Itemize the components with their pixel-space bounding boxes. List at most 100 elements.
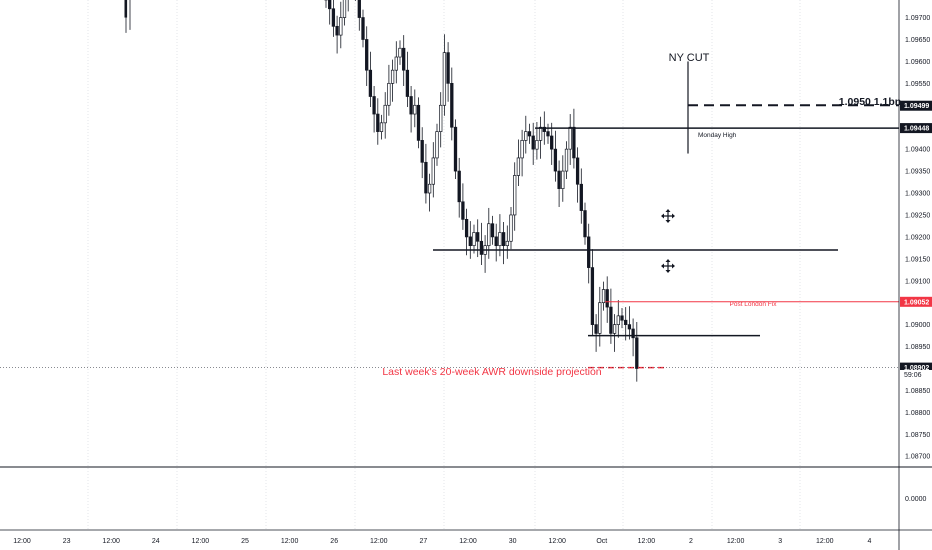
candle-body bbox=[383, 104, 387, 124]
price-tag-label: 1.09448 bbox=[904, 126, 929, 133]
candle-body bbox=[616, 315, 620, 325]
candle-body bbox=[513, 175, 517, 216]
candle-body bbox=[457, 170, 461, 203]
price-tag-label: 1.08902 bbox=[904, 365, 929, 372]
candle-body bbox=[124, 0, 128, 18]
time-tick-label: 12:00 bbox=[370, 538, 388, 545]
price-tick-label: 1.09550 bbox=[905, 81, 930, 88]
price-tick-label: 1.09100 bbox=[905, 278, 930, 285]
time-tick-label: 2 bbox=[689, 538, 693, 545]
candle-body bbox=[379, 122, 384, 132]
countdown-tag: 59:06 bbox=[900, 370, 932, 379]
price-tag-bg bbox=[900, 100, 932, 111]
candle-body bbox=[464, 218, 469, 238]
candle-body bbox=[550, 135, 554, 150]
price-tick-label: 1.08700 bbox=[905, 454, 930, 461]
price-tick-label: 1.09650 bbox=[905, 37, 930, 44]
indicator-axis: 0.0000 bbox=[905, 496, 927, 503]
time-tick-label: 12:00 bbox=[281, 538, 299, 545]
price-tag-bg bbox=[900, 123, 932, 134]
candle-body bbox=[394, 56, 398, 71]
time-tick-label: 12:00 bbox=[192, 538, 210, 545]
candle-body bbox=[527, 131, 532, 137]
price-axis[interactable]: 1.097001.096501.096001.095501.095001.094… bbox=[905, 15, 930, 461]
price-tick-label: 1.08800 bbox=[905, 410, 930, 417]
time-tick-label: 30 bbox=[509, 538, 517, 545]
candle-body bbox=[442, 52, 447, 106]
candle-body bbox=[520, 140, 524, 159]
candle-body bbox=[587, 236, 591, 268]
price-tick-label: 1.09600 bbox=[905, 59, 930, 66]
candle-body bbox=[446, 52, 450, 84]
candle-body bbox=[439, 104, 443, 132]
candle-body bbox=[609, 306, 613, 334]
candle-body bbox=[635, 337, 639, 369]
candle-body bbox=[538, 126, 543, 141]
candle-body bbox=[620, 315, 624, 321]
candle-body bbox=[461, 201, 465, 220]
candle-body bbox=[601, 289, 606, 304]
time-tick-label: 25 bbox=[241, 538, 249, 545]
time-axis[interactable]: 12:00 23 12:00 24 12:00 25 12:00 26 12:00 27 12:00… bbox=[13, 538, 871, 545]
candle-body bbox=[575, 157, 580, 185]
price-tag-bg bbox=[900, 296, 932, 307]
awr-projection-label: Last week's 20-week AWR downside project… bbox=[382, 366, 601, 378]
price-tick-label: 1.09350 bbox=[905, 169, 930, 176]
price-tag-label: 1.09499 bbox=[904, 103, 929, 110]
drawn-levels[interactable] bbox=[0, 61, 899, 369]
candle-body bbox=[561, 170, 565, 189]
price-tag-label: 1.09052 bbox=[904, 299, 929, 306]
time-tick-label: 12:00 bbox=[102, 538, 120, 545]
candle-body bbox=[372, 96, 376, 115]
candle-body bbox=[505, 240, 509, 247]
candle-body bbox=[450, 82, 454, 128]
candle-body bbox=[624, 319, 628, 325]
day-separators bbox=[87, 0, 801, 530]
candle-body bbox=[531, 135, 535, 150]
candle-body bbox=[553, 148, 558, 172]
time-tick-label: 27 bbox=[420, 538, 428, 545]
candle-body bbox=[413, 104, 417, 115]
time-tick-label: 12:00 bbox=[13, 538, 31, 545]
candle-body bbox=[424, 161, 428, 194]
candle-body bbox=[590, 267, 595, 325]
candle-body bbox=[498, 232, 502, 247]
candle-body bbox=[376, 113, 380, 132]
candle-body bbox=[435, 131, 439, 159]
price-tick-label: 1.08850 bbox=[905, 388, 930, 395]
candle-body bbox=[390, 69, 395, 84]
candle-body bbox=[509, 214, 513, 242]
time-tick-label: 3 bbox=[778, 538, 782, 545]
price-tags: 1.09499 1.09448 1.09052 1.08902 bbox=[900, 100, 932, 373]
candle-body bbox=[335, 25, 339, 36]
svg-text:59:06: 59:06 bbox=[904, 372, 922, 379]
candle-body bbox=[546, 131, 550, 137]
price-tick-label: 1.09700 bbox=[905, 15, 930, 22]
candle-body bbox=[490, 223, 495, 238]
price-tick-label: 1.09200 bbox=[905, 234, 930, 241]
candle-body bbox=[572, 126, 576, 159]
move-handle-icon[interactable] bbox=[661, 259, 675, 273]
candle-body bbox=[416, 104, 421, 141]
candle-body bbox=[516, 157, 521, 176]
candle-body bbox=[612, 324, 617, 334]
candle-body bbox=[342, 0, 347, 18]
time-tick-label: 23 bbox=[63, 538, 71, 545]
candle-body bbox=[568, 126, 572, 150]
candle-body bbox=[594, 324, 598, 334]
ny-cut-label: NY CUT bbox=[669, 52, 710, 64]
time-tick-label: 12:00 bbox=[727, 538, 745, 545]
candle-body bbox=[472, 232, 476, 247]
time-tick-label: 12:00 bbox=[638, 538, 656, 545]
post-london-fix-label: Post London Fix bbox=[730, 301, 778, 308]
time-tick-label: 12:00 bbox=[548, 538, 566, 545]
candles bbox=[124, 0, 639, 382]
indicator-tick-label: 0.0000 bbox=[905, 496, 927, 503]
candle-body bbox=[368, 69, 373, 97]
candle-body bbox=[357, 0, 361, 18]
candle-body bbox=[627, 324, 632, 330]
move-handle-icon[interactable] bbox=[661, 209, 675, 223]
time-tick-label: 4 bbox=[867, 538, 871, 545]
candle-body bbox=[542, 126, 546, 132]
